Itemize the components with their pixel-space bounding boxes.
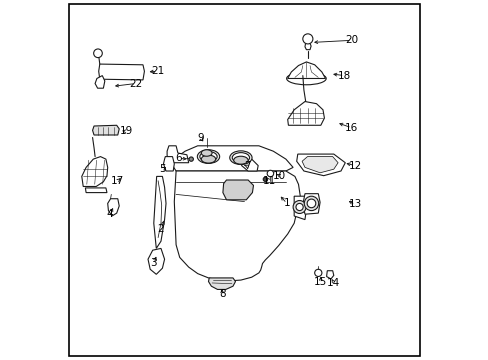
Text: 22: 22 — [129, 78, 142, 89]
Circle shape — [292, 201, 305, 213]
Text: 17: 17 — [111, 176, 124, 186]
Circle shape — [266, 170, 273, 177]
Polygon shape — [294, 196, 306, 220]
Circle shape — [94, 49, 102, 58]
Polygon shape — [174, 171, 300, 281]
Text: 11: 11 — [262, 176, 275, 186]
Polygon shape — [148, 248, 164, 274]
Polygon shape — [208, 278, 235, 289]
Text: 6: 6 — [175, 153, 182, 163]
Text: 1: 1 — [283, 198, 290, 208]
Ellipse shape — [200, 152, 217, 162]
Polygon shape — [241, 159, 258, 171]
Ellipse shape — [232, 153, 249, 163]
Text: 13: 13 — [348, 199, 361, 210]
Text: 16: 16 — [345, 123, 358, 133]
Text: 12: 12 — [348, 161, 361, 171]
Polygon shape — [305, 41, 310, 50]
Polygon shape — [287, 102, 324, 125]
Polygon shape — [287, 62, 325, 78]
Text: 7: 7 — [244, 161, 250, 171]
Polygon shape — [163, 157, 174, 171]
Text: 20: 20 — [345, 35, 358, 45]
Ellipse shape — [233, 156, 247, 164]
Text: 10: 10 — [273, 171, 286, 181]
Polygon shape — [85, 188, 107, 193]
Text: 8: 8 — [219, 289, 225, 300]
Ellipse shape — [229, 151, 251, 165]
Circle shape — [306, 199, 315, 208]
Polygon shape — [107, 199, 119, 216]
Circle shape — [263, 177, 267, 181]
Ellipse shape — [201, 155, 215, 163]
Polygon shape — [326, 271, 333, 279]
Polygon shape — [223, 180, 253, 200]
Polygon shape — [81, 157, 107, 186]
Ellipse shape — [286, 72, 325, 85]
Polygon shape — [302, 194, 320, 214]
Text: 18: 18 — [337, 71, 350, 81]
Polygon shape — [95, 76, 104, 88]
Text: 2: 2 — [157, 224, 164, 234]
Text: 3: 3 — [150, 258, 157, 268]
Circle shape — [302, 34, 312, 44]
Text: 21: 21 — [150, 66, 163, 76]
Polygon shape — [302, 157, 337, 173]
Ellipse shape — [197, 150, 219, 163]
Text: 5: 5 — [159, 164, 165, 174]
Circle shape — [314, 269, 321, 276]
Polygon shape — [153, 176, 166, 248]
Text: 14: 14 — [326, 278, 340, 288]
Polygon shape — [172, 146, 292, 171]
Polygon shape — [296, 154, 345, 176]
Text: 9: 9 — [197, 132, 203, 143]
Polygon shape — [99, 64, 144, 80]
Circle shape — [295, 203, 303, 211]
Circle shape — [189, 157, 193, 161]
Circle shape — [304, 196, 318, 211]
Polygon shape — [92, 125, 119, 135]
Text: 4: 4 — [107, 209, 113, 219]
Ellipse shape — [201, 150, 212, 156]
Text: 15: 15 — [314, 276, 327, 287]
Polygon shape — [167, 146, 188, 163]
Text: 19: 19 — [120, 126, 133, 136]
